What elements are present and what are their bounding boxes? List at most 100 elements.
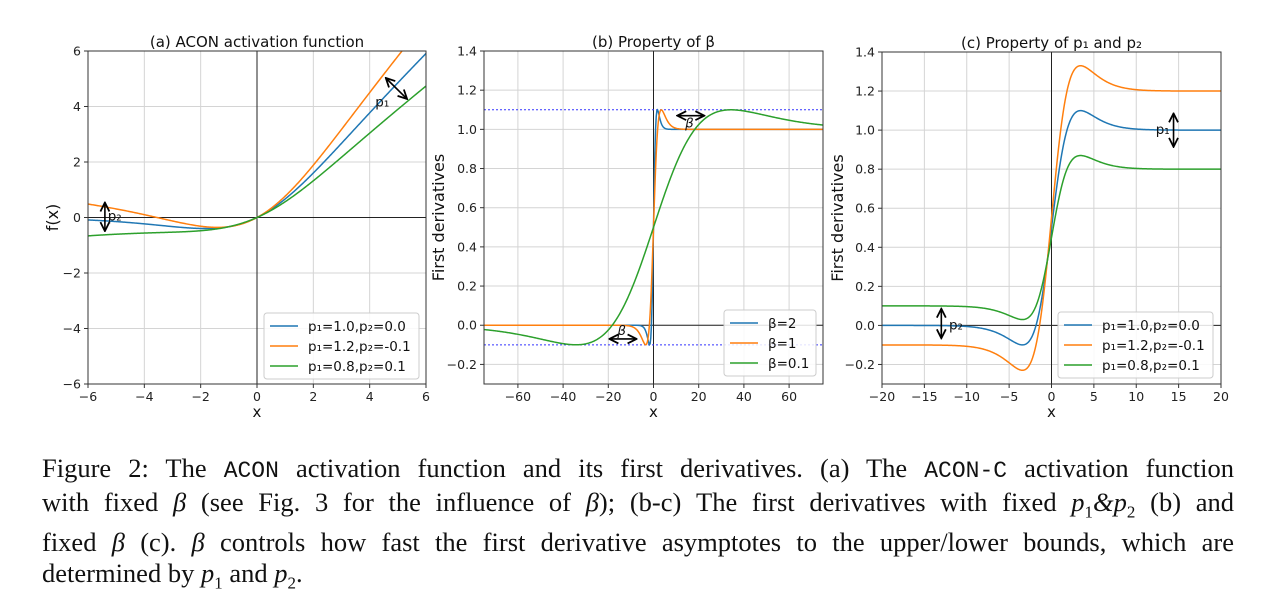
p1-label: p₁ [375,95,389,111]
x-axis-label: x [253,403,262,421]
caption-math: p [1071,487,1085,517]
p1-label: p₁ [1156,122,1170,138]
x-tick-label: −20 [595,389,621,404]
x-tick-label: 20 [691,389,707,404]
caption-line-3: fixed β (c). β controls how fast the fir… [42,527,1234,558]
p2-label: p₂ [108,208,122,224]
caption-math: 2 [287,573,296,593]
y-tick-label: −0.2 [447,357,477,372]
legend: β=2 β=1 β=0.1 [723,309,817,377]
x-tick-label: 2 [309,389,317,404]
p2-label: p₂ [949,317,963,333]
series-line-2 [882,154,1221,321]
y-tick-label: 0.6 [855,201,875,216]
x-tick-label: −20 [869,389,895,404]
y-tick-label: 1.4 [855,45,875,60]
caption-text: determined by [42,558,201,589]
x-tick-label: −15 [911,389,937,404]
legend-label: p₁=0.8,p₂=0.1 [1102,358,1200,374]
y-tick-label: 0.4 [457,239,477,254]
x-tick-label: −60 [505,389,531,404]
y-axis-label: First derivatives [828,154,847,281]
caption-math: β [111,527,125,558]
legend: p₁=1.0,p₂=0.0 p₁=1.2,p₂=-0.1 p₁=0.8,p₂=0.1 [1057,311,1214,379]
series-line-1 [882,64,1221,372]
x-axis-label: x [649,403,658,421]
x-tick-label: 0 [1048,389,1056,404]
series-line-2 [484,109,823,346]
x-tick-label: −40 [550,389,576,404]
x-tick-label: 4 [366,389,374,404]
y-tick-label: 4 [73,99,81,114]
y-tick-label: 0.0 [855,318,875,333]
chart-panel-b: −60 −40 −20 0 20 40 60 −0.2 0.0 0.2 0.4 0.6 0.8 1.0 1.… [429,33,824,421]
x-tick-label: −10 [954,389,980,404]
y-tick-label: 0.8 [457,161,477,176]
y-tick-label: 0 [73,210,81,225]
chart-title: (a) ACON activation function [150,33,364,51]
caption-math: 1 [1084,502,1094,522]
x-tick-label: 60 [781,389,797,404]
caption-math: & [1093,487,1114,517]
caption-text: controls how fast the first derivative a… [204,527,1234,558]
y-tick-label: −6 [63,377,81,392]
x-tick-label: −6 [79,389,97,404]
legend-label: p₁=1.2,p₂=-0.1 [1102,338,1205,354]
caption-text: activation function and its first deriva… [278,453,925,483]
caption-math: p [200,558,215,589]
axes-frame [881,51,1222,385]
caption-math: β [173,487,187,517]
caption-text: fixed [42,527,112,558]
axes-frame [483,50,824,385]
y-tick-label: 0.8 [855,162,875,177]
caption-text: activation function [1007,453,1234,483]
caption-math: p [274,558,288,589]
caption-text: (b) and [1135,487,1235,517]
y-tick-label: −4 [63,321,81,336]
legend-label: β=0.1 [768,356,809,372]
series-line-2 [88,85,426,237]
y-tick-label: 0.0 [457,318,477,333]
x-tick-label: 15 [1171,389,1187,404]
y-axis-label: f(x) [43,204,62,232]
caption-code: ACON-C [924,458,1008,484]
y-tick-label: −2 [63,266,81,281]
legend-label: β=1 [768,336,797,352]
legend-box [1057,311,1214,379]
legend-label: p₁=1.0,p₂=0.0 [308,319,406,335]
legend-label: β=2 [768,316,797,332]
x-tick-label: 40 [736,389,752,404]
x-axis-label: x [1047,403,1056,421]
legend-box [263,312,420,380]
caption-math: 1 [214,573,223,593]
caption-math: β [585,487,599,517]
chart-panel-c: −20 −15 −10 −5 0 5 10 15 20 −0.2 0.0 0.2 0.4 0.6 0.8 1.… [828,34,1229,421]
x-tick-label: −2 [191,389,209,404]
beta-label: β [616,323,626,339]
y-tick-label: 6 [73,44,81,59]
legend-box [723,309,817,377]
caption-math: p [1113,487,1127,517]
p1-arrow-icon [387,79,407,98]
x-tick-label: 10 [1128,389,1144,404]
beta-label: β [684,115,694,131]
x-tick-label: 0 [650,389,658,404]
y-axis-label: First derivatives [429,154,448,281]
y-tick-label: 0.2 [855,279,875,294]
caption-code: ACON [223,458,279,484]
y-tick-label: 1.2 [457,83,477,98]
caption-line-4: determined by p1 and p2. [42,558,1234,598]
caption-math: 2 [1126,502,1136,522]
caption-text: and [222,558,275,589]
x-tick-label: −4 [135,389,153,404]
caption-math: β [191,527,205,558]
caption-text: with fixed [42,487,173,517]
caption-line-1: Figure 2: The ACON activation function a… [42,453,1234,487]
caption-text: (see Fig. 3 for the influence of [186,487,586,517]
caption-text: . [295,558,303,589]
y-tick-label: 0.2 [457,279,477,294]
x-tick-label: 20 [1213,389,1229,404]
y-tick-label: 1.0 [457,122,477,137]
y-tick-label: 1.0 [855,123,875,138]
